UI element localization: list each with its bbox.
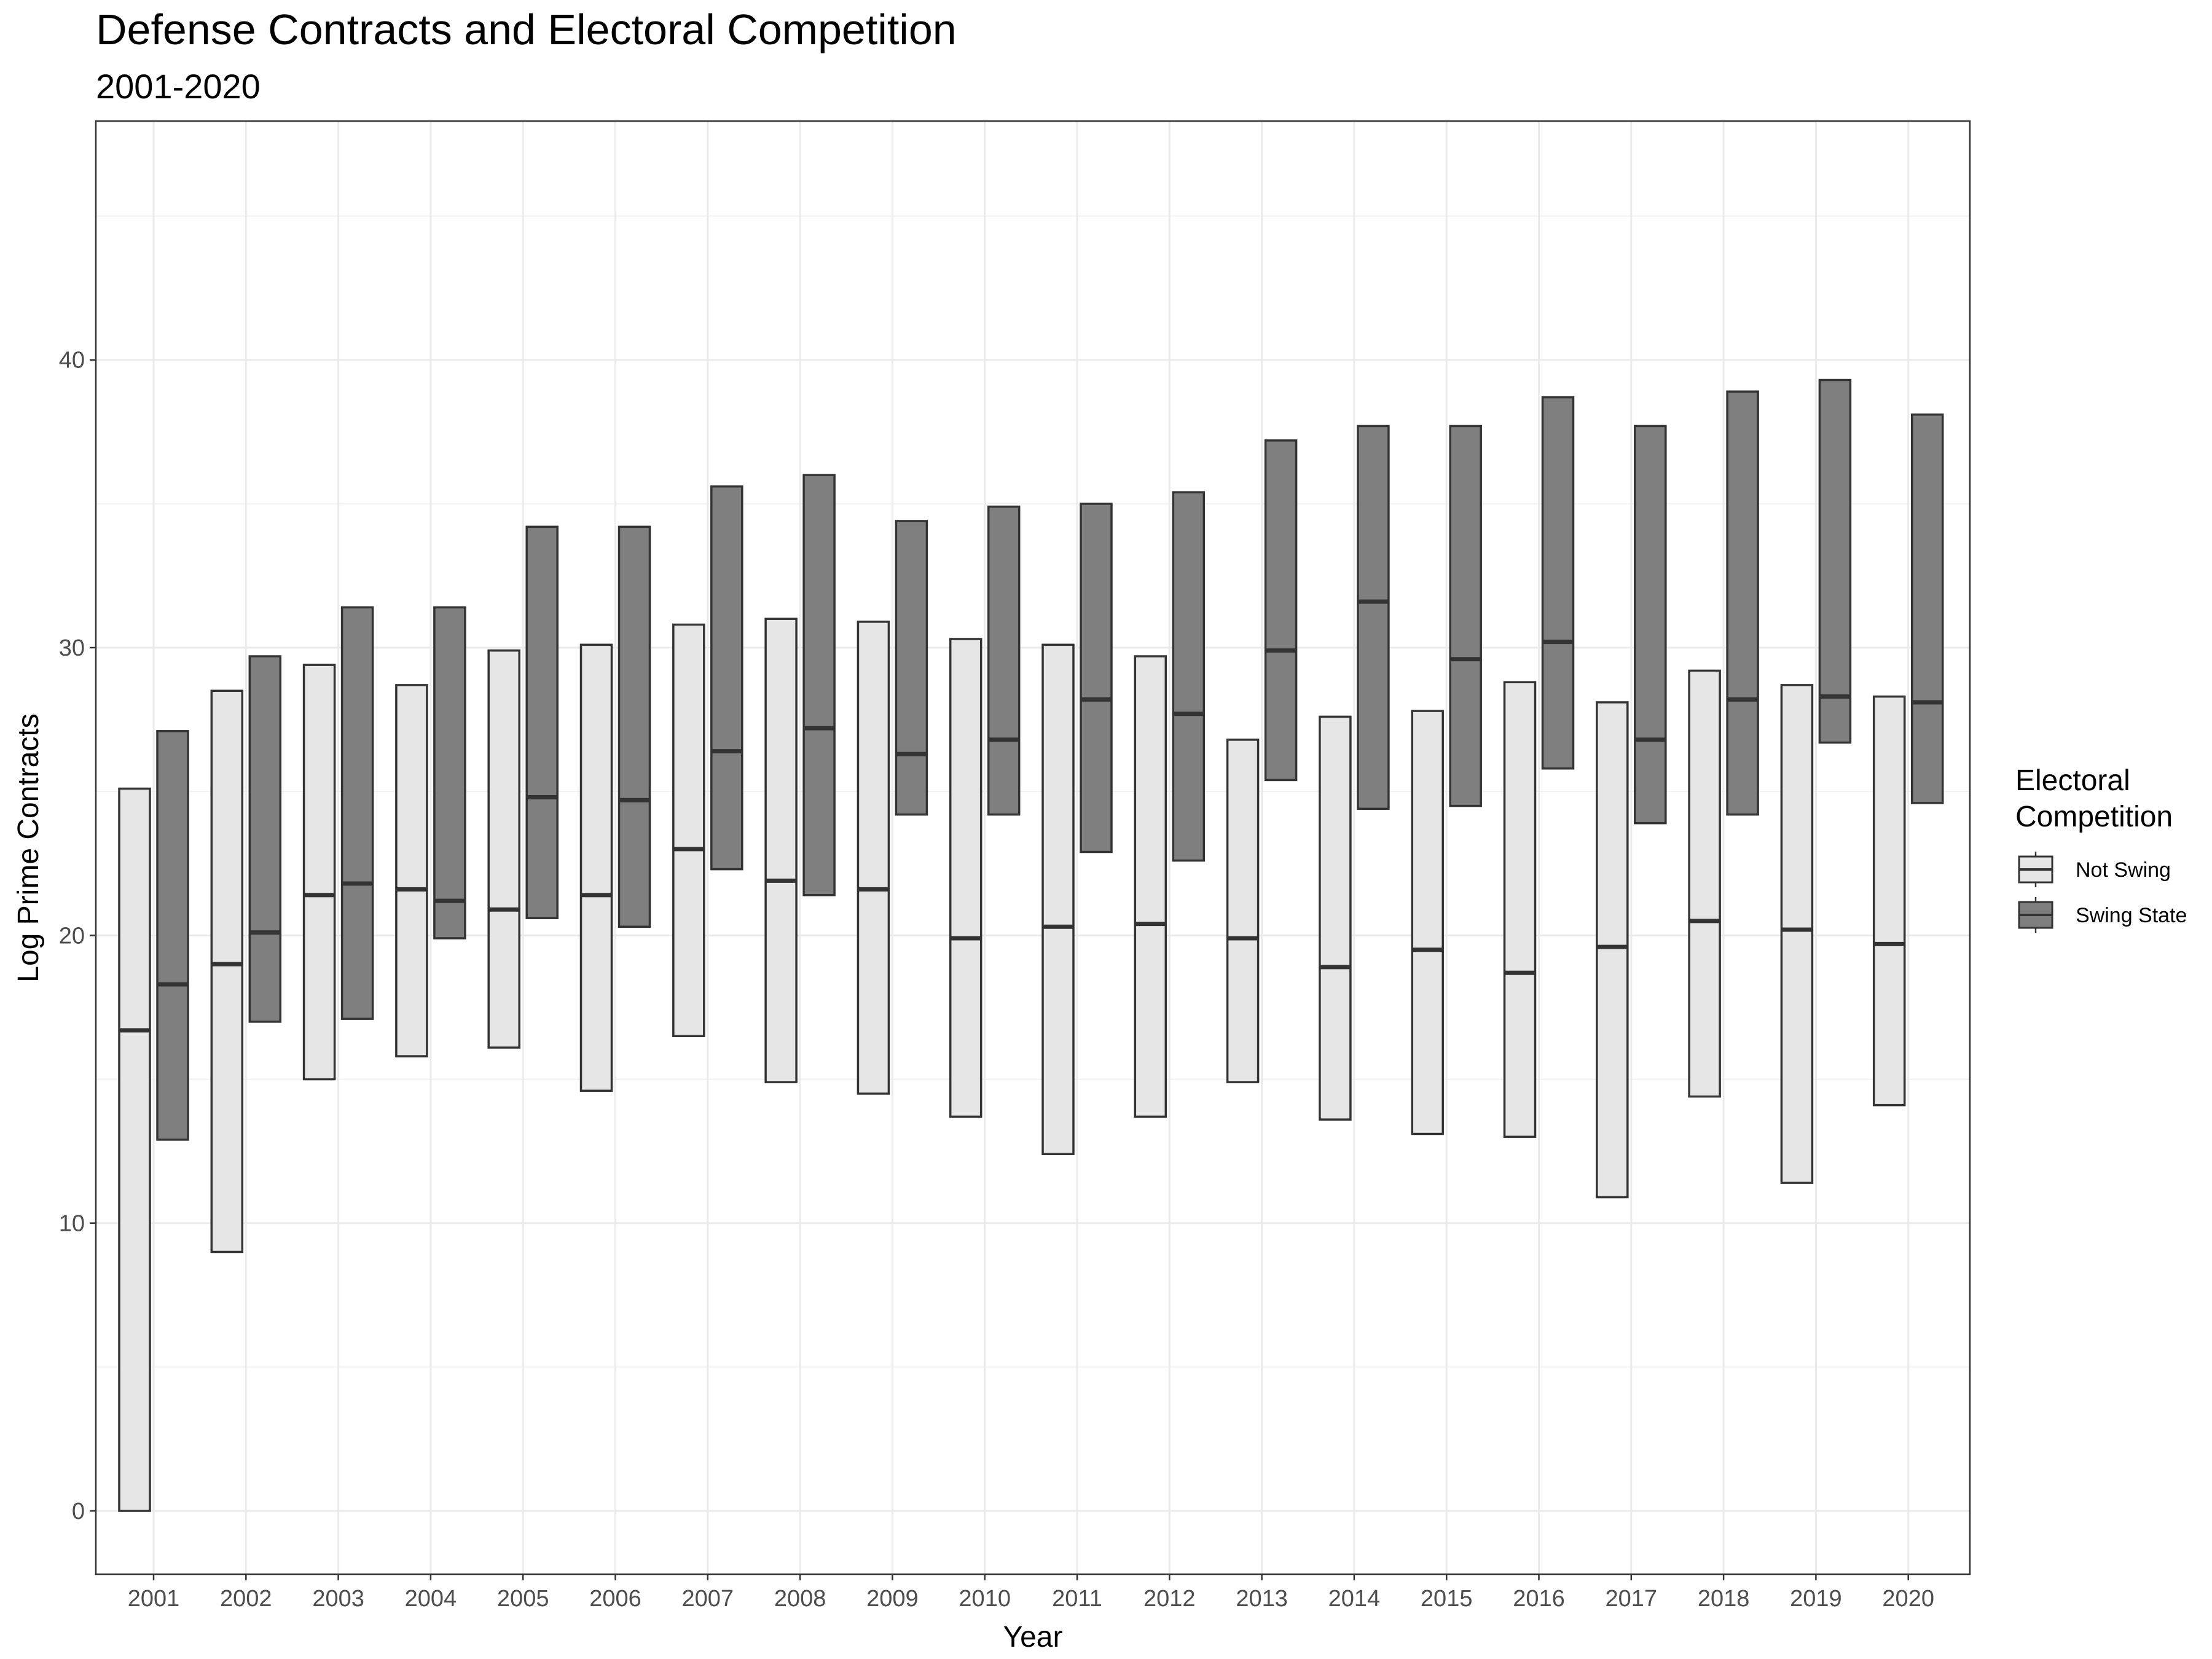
- box: [802, 474, 836, 896]
- x-tick-label: 2004: [405, 1586, 457, 1612]
- box: [1319, 715, 1352, 1121]
- box: [1172, 491, 1206, 862]
- box: [1357, 425, 1390, 810]
- box: [118, 787, 151, 1512]
- chart-title: Defense Contracts and Electoral Competit…: [96, 6, 957, 53]
- box: [672, 623, 705, 1037]
- x-tick-label: 2013: [1236, 1586, 1288, 1612]
- box: [987, 505, 1021, 816]
- legend-label: Swing State: [2076, 904, 2187, 927]
- box: [1449, 425, 1482, 807]
- x-tick-label: 2001: [128, 1586, 180, 1612]
- x-tick-label: 2018: [1698, 1586, 1750, 1612]
- box: [1818, 378, 1852, 744]
- legend-label: Not Swing: [2076, 858, 2171, 882]
- x-tick-label: 2016: [1513, 1586, 1565, 1612]
- x-tick-label: 2005: [497, 1586, 549, 1612]
- legend-title-line-2: Competition: [2015, 801, 2173, 833]
- box: [1226, 739, 1260, 1083]
- legend-title-line-1: Electoral: [2015, 764, 2130, 797]
- x-tick-label: 2002: [220, 1586, 272, 1612]
- box: [1541, 396, 1575, 770]
- box: [1726, 390, 1759, 816]
- x-tick-label: 2006: [589, 1586, 641, 1612]
- x-axis: 2001 2002 2003 2004 2005 2006 2007 2008 2009 2010…: [128, 1574, 1934, 1612]
- x-tick-label: 2017: [1606, 1586, 1658, 1612]
- x-tick-label: 2015: [1421, 1586, 1473, 1612]
- chart-subtitle: 2001-2020: [96, 67, 261, 106]
- box: [857, 621, 890, 1095]
- box: [1688, 669, 1721, 1098]
- box: [1780, 684, 1814, 1184]
- box: [302, 664, 336, 1081]
- box: [248, 655, 282, 1023]
- y-tick-label: 30: [59, 635, 85, 661]
- box: [1041, 643, 1075, 1156]
- y-tick-label: 20: [59, 923, 85, 949]
- x-axis-title: Year: [1003, 1621, 1063, 1653]
- box: [579, 643, 613, 1092]
- legend-key: [2018, 897, 2053, 933]
- box: [764, 618, 798, 1083]
- x-tick-label: 2008: [774, 1586, 826, 1612]
- y-axis-title: Log Prime Contracts: [12, 713, 45, 982]
- box: [710, 485, 743, 871]
- series-not-swing: [118, 618, 1906, 1512]
- legend: Electoral Competition Not Swing Swing Sta…: [2015, 764, 2187, 933]
- box: [618, 525, 651, 928]
- box-series: [118, 378, 1944, 1512]
- box: [1264, 439, 1298, 782]
- box: [395, 684, 428, 1057]
- box: [156, 730, 189, 1141]
- x-tick-label: 2019: [1790, 1586, 1842, 1612]
- box: [1503, 681, 1537, 1138]
- y-tick-label: 10: [59, 1211, 85, 1237]
- box: [1910, 413, 1944, 804]
- x-tick-label: 2020: [1882, 1586, 1934, 1612]
- box: [949, 638, 982, 1118]
- box: [895, 520, 928, 816]
- x-tick-label: 2014: [1328, 1586, 1381, 1612]
- x-tick-label: 2003: [312, 1586, 364, 1612]
- box: [210, 689, 244, 1253]
- legend-key: [2018, 852, 2053, 887]
- y-tick-label: 0: [72, 1499, 85, 1524]
- box: [1411, 710, 1444, 1135]
- box: [525, 525, 559, 919]
- x-tick-label: 2012: [1143, 1586, 1196, 1612]
- x-tick-label: 2010: [959, 1586, 1011, 1612]
- plot-border: [95, 120, 1971, 1575]
- box: [1634, 425, 1667, 825]
- box: [340, 606, 374, 1020]
- x-tick-label: 2009: [866, 1586, 919, 1612]
- box: [1080, 503, 1113, 853]
- box: [1596, 701, 1629, 1199]
- x-tick-label: 2007: [682, 1586, 734, 1612]
- box: [433, 606, 466, 939]
- x-tick-label: 2011: [1052, 1586, 1102, 1612]
- box: [1872, 695, 1906, 1107]
- y-tick-label: 40: [59, 348, 85, 374]
- box: [1134, 655, 1167, 1118]
- y-axis: 0 10 20 30 40: [59, 348, 96, 1524]
- series-swing-state: [156, 378, 1944, 1141]
- box: [487, 649, 520, 1049]
